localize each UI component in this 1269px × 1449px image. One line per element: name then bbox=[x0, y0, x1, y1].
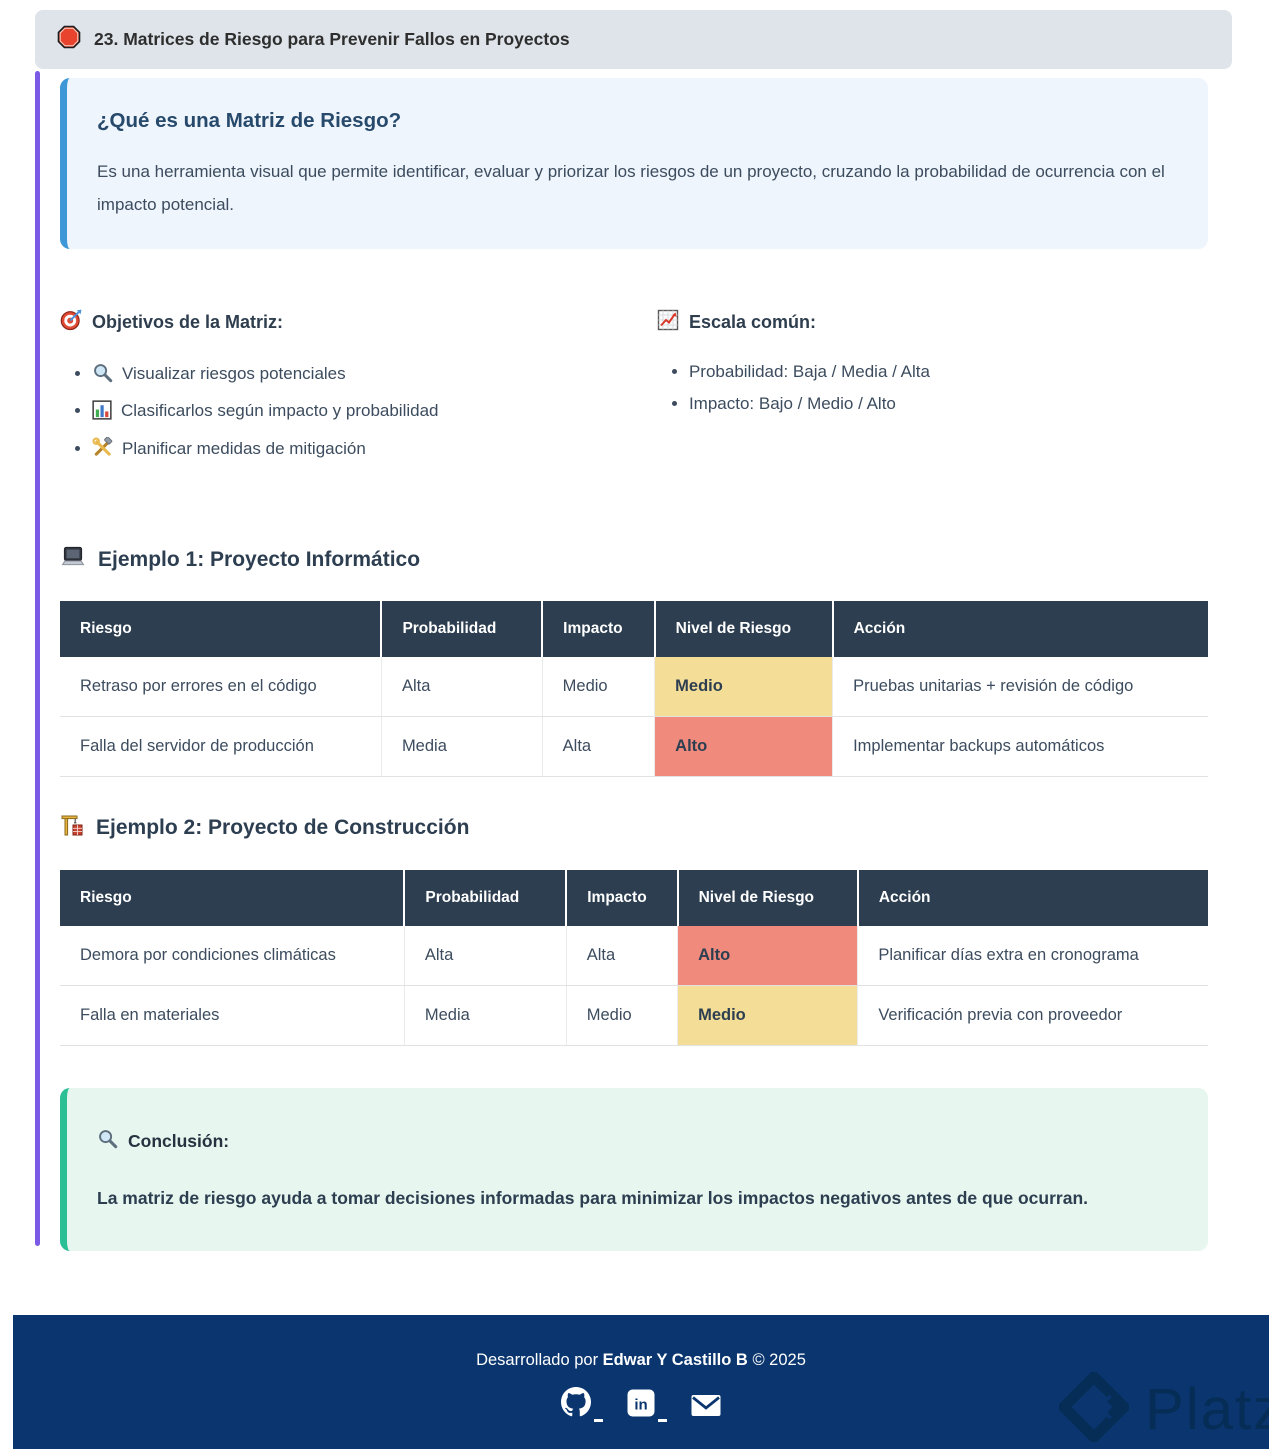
column-header: Probabilidad bbox=[380, 601, 543, 658]
list-item-label: Impacto: Bajo / Medio / Alto bbox=[688, 394, 896, 414]
credit-prefix: Desarrollado por bbox=[476, 1351, 603, 1369]
list-item-label: Clasificarlos según impacto y probabilid… bbox=[121, 401, 439, 421]
example2-heading: Ejemplo 2: Proyecto de Construcción bbox=[60, 813, 1208, 843]
intro-box: ¿Qué es una Matriz de Riesgo? Es una her… bbox=[60, 78, 1208, 250]
example1-title: Ejemplo 1: Proyecto Informático bbox=[98, 547, 421, 571]
example1-table: Riesgo Probabilidad Impacto Nivel de Rie… bbox=[60, 601, 1208, 778]
github-link[interactable] bbox=[561, 1387, 603, 1422]
column-header: Nivel de Riesgo bbox=[676, 870, 858, 927]
list-item-label: Planificar medidas de mitigación bbox=[122, 439, 366, 459]
page-header: 23. Matrices de Riesgo para Prevenir Fal… bbox=[35, 10, 1232, 69]
github-icon bbox=[561, 1387, 591, 1422]
cell-riesgo: Demora por condiciones climáticas bbox=[60, 926, 405, 987]
target-icon bbox=[60, 309, 82, 336]
example1-heading: Ejemplo 1: Proyecto Informático bbox=[60, 545, 1208, 574]
column-header: Riesgo bbox=[60, 870, 405, 927]
cell-probabilidad: Alta bbox=[380, 657, 543, 718]
objectives-column: Objetivos de la Matriz: Visualizar riesg… bbox=[60, 309, 657, 475]
cell-riesgo: Retraso por errores en el código bbox=[60, 657, 382, 718]
list-item: Planificar medidas de mitigación bbox=[92, 436, 657, 463]
laptop-icon bbox=[60, 545, 86, 574]
column-header: Probabilidad bbox=[403, 870, 567, 927]
magnifier-icon bbox=[92, 362, 113, 388]
linkedin-icon: in bbox=[627, 1389, 655, 1422]
list-item: Clasificarlos según impacto y probabilid… bbox=[92, 400, 657, 425]
objectives-list: Visualizar riesgos potenciales Clasifica… bbox=[60, 362, 657, 463]
objectives-scale-section: Objetivos de la Matriz: Visualizar riesg… bbox=[60, 309, 1208, 475]
column-header: Impacto bbox=[565, 870, 678, 927]
cell-accion: Verificación previa con proveedor bbox=[857, 985, 1208, 1047]
list-item: Probabilidad: Baja / Media / Alta bbox=[689, 362, 1208, 382]
conclusion-body: La matriz de riesgo ayuda a tomar decisi… bbox=[97, 1188, 1088, 1209]
cell-impacto: Alta bbox=[565, 926, 678, 987]
cell-nivel-riesgo: Alto bbox=[677, 926, 858, 987]
cell-probabilidad: Media bbox=[380, 716, 543, 778]
list-item: Visualizar riesgos potenciales bbox=[92, 362, 657, 388]
example2-title: Ejemplo 2: Proyecto de Construcción bbox=[96, 816, 470, 840]
list-item-label: Visualizar riesgos potenciales bbox=[122, 364, 346, 384]
accent-rail bbox=[35, 71, 40, 1246]
column-header: Acción bbox=[831, 601, 1208, 658]
cell-riesgo: Falla del servidor de producción bbox=[60, 716, 382, 778]
list-item: Impacto: Bajo / Medio / Alto bbox=[689, 394, 1208, 414]
linkedin-link[interactable]: in bbox=[627, 1389, 667, 1422]
scale-heading: Escala común: bbox=[688, 312, 816, 333]
cell-probabilidad: Alta bbox=[403, 926, 567, 987]
objectives-heading: Objetivos de la Matriz: bbox=[92, 312, 284, 333]
footer-credit: Desarrollado por Edwar Y Castillo B © 20… bbox=[13, 1351, 1269, 1370]
list-item-label: Probabilidad: Baja / Media / Alta bbox=[688, 362, 930, 382]
email-link[interactable] bbox=[691, 1394, 721, 1422]
stop-sign-icon bbox=[57, 25, 81, 54]
bar-chart-icon bbox=[92, 400, 112, 425]
conclusion-box: Conclusión: La matriz de riesgo ayuda a … bbox=[60, 1088, 1208, 1252]
cell-impacto: Medio bbox=[541, 657, 655, 718]
conclusion-title: Conclusión: bbox=[128, 1130, 230, 1151]
cell-accion: Planificar días extra en cronograma bbox=[857, 926, 1208, 987]
email-icon bbox=[691, 1394, 721, 1422]
intro-title: ¿Qué es una Matriz de Riesgo? bbox=[97, 109, 402, 132]
social-links: in bbox=[13, 1387, 1269, 1422]
main-content: ¿Qué es una Matriz de Riesgo? Es una her… bbox=[35, 69, 1208, 1252]
cell-nivel-riesgo: Alto bbox=[654, 716, 833, 778]
construction-crane-icon bbox=[60, 813, 84, 843]
table-row: Falla en materiales Media Medio Medio Ve… bbox=[60, 985, 1208, 1047]
cell-accion: Implementar backups automáticos bbox=[832, 716, 1208, 778]
scale-column: Escala común: Probabilidad: Baja / Media… bbox=[657, 309, 1208, 475]
cell-accion: Pruebas unitarias + revisión de código bbox=[832, 657, 1208, 718]
magnifier-icon bbox=[97, 1128, 118, 1154]
table-row: Falla del servidor de producción Media A… bbox=[60, 716, 1208, 778]
svg-text:in: in bbox=[634, 1397, 647, 1414]
table-header-row: Riesgo Probabilidad Impacto Nivel de Rie… bbox=[60, 870, 1208, 927]
cell-nivel-riesgo: Medio bbox=[677, 985, 858, 1047]
table-row: Demora por condiciones climáticas Alta A… bbox=[60, 926, 1208, 987]
column-header: Nivel de Riesgo bbox=[653, 601, 833, 658]
cell-impacto: Alta bbox=[541, 716, 655, 778]
hammer-wrench-icon bbox=[92, 436, 113, 463]
cell-impacto: Medio bbox=[565, 985, 678, 1047]
link-underline bbox=[594, 1419, 603, 1422]
author-name: Edwar Y Castillo B bbox=[602, 1351, 748, 1369]
column-header: Acción bbox=[856, 870, 1208, 927]
scale-list: Probabilidad: Baja / Media / Alta Impact… bbox=[657, 362, 1208, 414]
cell-probabilidad: Media bbox=[403, 985, 567, 1047]
column-header: Riesgo bbox=[60, 601, 382, 658]
column-header: Impacto bbox=[541, 601, 655, 658]
cell-nivel-riesgo: Medio bbox=[654, 657, 833, 718]
credit-suffix: © 2025 bbox=[747, 1351, 806, 1369]
example2-table: Riesgo Probabilidad Impacto Nivel de Rie… bbox=[60, 870, 1208, 1047]
intro-body: Es una herramienta visual que permite id… bbox=[97, 162, 1165, 215]
page-title: 23. Matrices de Riesgo para Prevenir Fal… bbox=[94, 29, 570, 49]
table-header-row: Riesgo Probabilidad Impacto Nivel de Rie… bbox=[60, 601, 1208, 658]
chart-increasing-icon bbox=[657, 309, 679, 336]
cell-riesgo: Falla en materiales bbox=[60, 985, 405, 1047]
link-underline bbox=[658, 1419, 667, 1422]
table-row: Retraso por errores en el código Alta Me… bbox=[60, 657, 1208, 718]
page-footer: Desarrollado por Edwar Y Castillo B © 20… bbox=[13, 1315, 1269, 1449]
